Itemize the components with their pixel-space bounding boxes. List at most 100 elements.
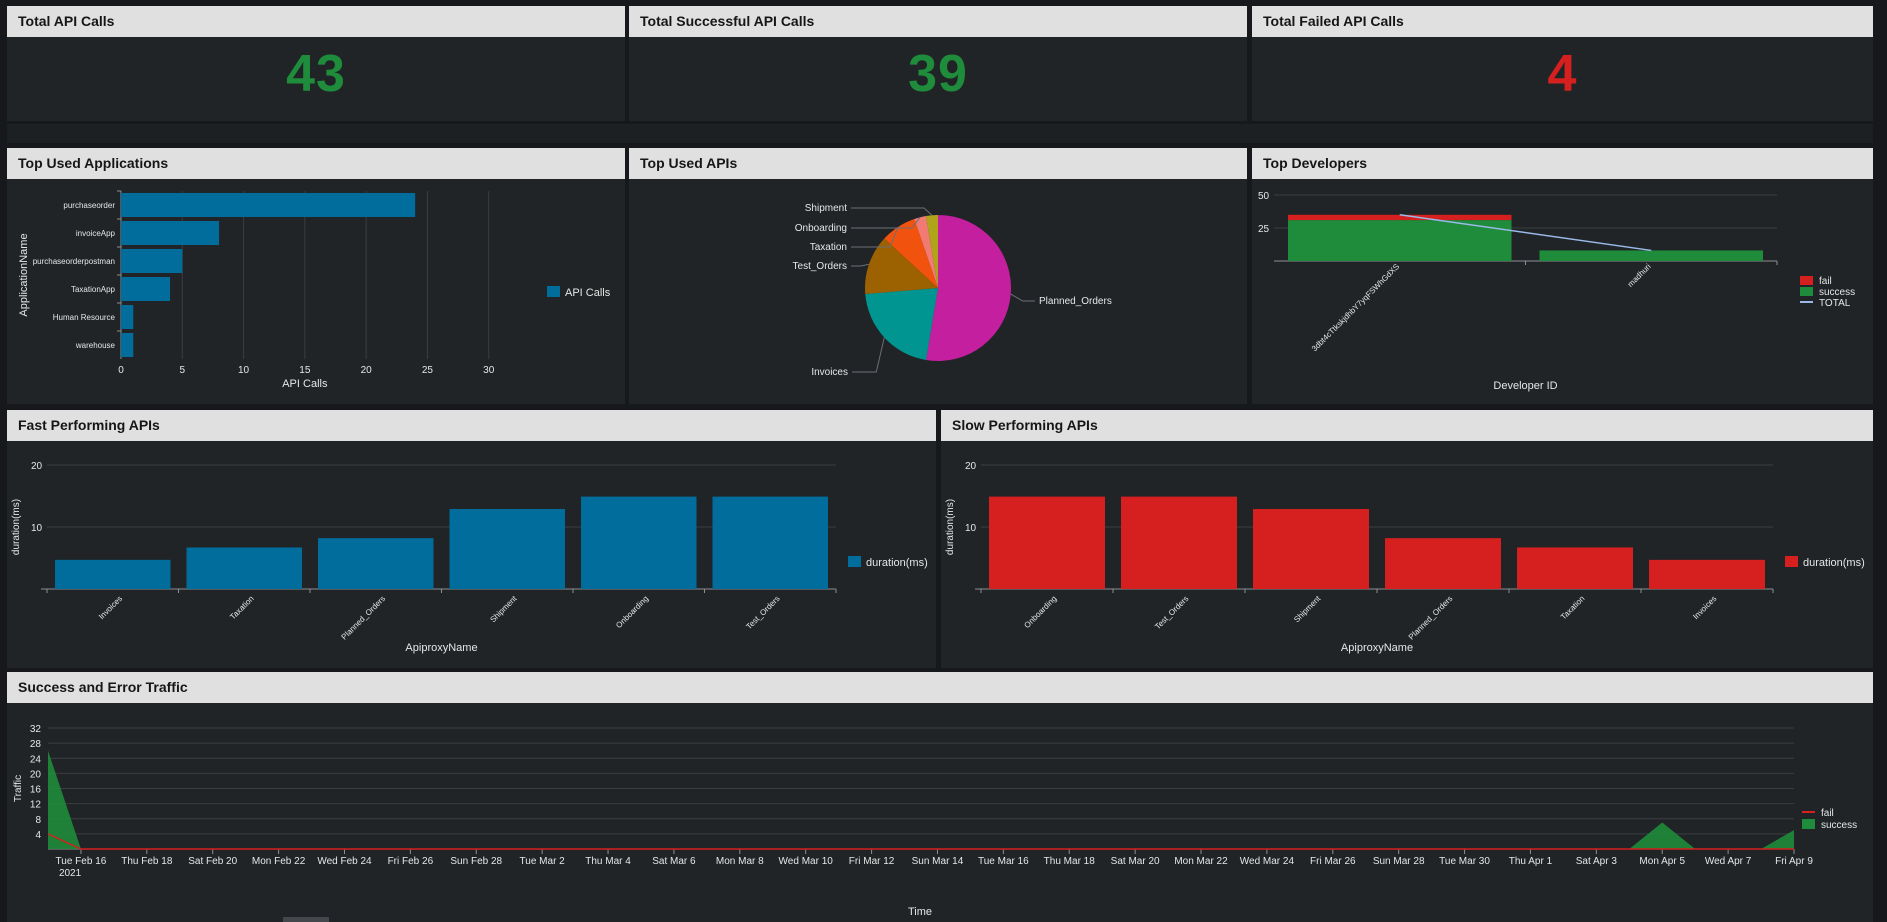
bar-success bbox=[1539, 250, 1763, 261]
scroll-handle[interactable] bbox=[283, 917, 329, 922]
x-tick-label: Invoices bbox=[97, 594, 124, 621]
bar bbox=[1517, 547, 1633, 589]
x-tick-label: Test_Orders bbox=[744, 594, 781, 631]
x-tick-label: Taxation bbox=[228, 594, 255, 621]
x-tick-label: Sun Feb 28 bbox=[450, 856, 502, 867]
y-tick-label: purchaseorder bbox=[63, 201, 115, 210]
x-tick-label: Sat Mar 6 bbox=[652, 856, 696, 867]
panel-title: Total Successful API Calls bbox=[629, 6, 1247, 37]
x-tick-label: Fri Feb 26 bbox=[388, 856, 434, 867]
x-tick-label: Tue Mar 16 bbox=[978, 856, 1029, 867]
leader-line bbox=[851, 226, 899, 248]
y-tick-label: 50 bbox=[1258, 191, 1270, 202]
legend-swatch bbox=[547, 286, 560, 297]
legend-label: TOTAL bbox=[1819, 298, 1851, 309]
panel-total-api-calls: Total API Calls 43 bbox=[7, 6, 625, 121]
y-tick-label: 12 bbox=[30, 800, 42, 811]
bar bbox=[121, 277, 171, 301]
bar bbox=[121, 193, 416, 217]
pie-slice bbox=[884, 218, 938, 288]
panel-title: Total Failed API Calls bbox=[1252, 6, 1873, 37]
legend-swatch-success bbox=[1802, 819, 1815, 829]
leader-line bbox=[851, 263, 870, 267]
slice-label: Onboarding bbox=[795, 223, 847, 234]
legend-label: fail bbox=[1819, 276, 1832, 287]
panel-success-and-error-traffic: Success and Error Traffic 4 8 12 16 20 24 28 32… bbox=[7, 672, 1873, 922]
panel-fast-performing-apis: Fast Performing APIs 10 20 Invoices Taxatio… bbox=[7, 410, 936, 668]
slice-label: Invoices bbox=[811, 367, 848, 378]
slice-label: Shipment bbox=[805, 203, 847, 214]
x-tick-label: 0 bbox=[118, 365, 124, 376]
top-apis-pie-chart[interactable]: Planned_Orders Invoices Test_Orders Taxatio… bbox=[629, 179, 1247, 404]
top-developers-chart[interactable]: 25 50 3dbt4cTtkskjdhbY7yqFSWhGdXS madhuri De… bbox=[1252, 179, 1873, 404]
y-axis-label: ApplicationName bbox=[18, 233, 30, 316]
x-tick-label: Tue Mar 30 bbox=[1439, 856, 1490, 867]
bar bbox=[186, 547, 302, 589]
bar bbox=[121, 305, 134, 329]
bar bbox=[1385, 538, 1501, 589]
x-tick-label: Thu Apr 1 bbox=[1509, 856, 1553, 867]
bar bbox=[121, 221, 220, 245]
total-failed-value[interactable]: 4 bbox=[1547, 45, 1578, 103]
y-tick-label: purchaseorderpostman bbox=[33, 257, 115, 266]
y-axis-label: duration(ms) bbox=[11, 499, 22, 555]
legend-swatch-fail bbox=[1800, 276, 1813, 285]
y-tick-label: 16 bbox=[30, 785, 42, 796]
panel-title: Top Used APIs bbox=[629, 148, 1247, 179]
bar-success bbox=[1288, 220, 1512, 261]
panel-title: Top Developers bbox=[1252, 148, 1873, 179]
slow-apis-chart[interactable]: 10 20 Onboarding Test_Orders Shipment Planned… bbox=[941, 441, 1873, 668]
panel-top-used-apis: Top Used APIs Planned_Orders Invoices Test… bbox=[629, 148, 1247, 404]
x-tick-label: Shipment bbox=[488, 594, 519, 625]
x-tick-label: 25 bbox=[422, 365, 434, 376]
y-tick-label: invoiceApp bbox=[76, 229, 116, 238]
x-axis-label: ApiproxyName bbox=[405, 642, 477, 654]
slice-label: Planned_Orders bbox=[1039, 296, 1112, 307]
x-tick-label: Thu Feb 18 bbox=[121, 856, 173, 867]
x-tick-label: 30 bbox=[483, 365, 495, 376]
fail-line bbox=[47, 833, 1794, 850]
x-tick-label: Invoices bbox=[1691, 594, 1718, 621]
x-tick-label: Mon Mar 22 bbox=[1174, 856, 1228, 867]
panel-title: Slow Performing APIs bbox=[941, 410, 1873, 441]
x-tick-label: Mon Feb 22 bbox=[252, 856, 306, 867]
panel-title: Total API Calls bbox=[7, 6, 625, 37]
y-tick-label: 8 bbox=[35, 815, 41, 826]
bar bbox=[1121, 496, 1237, 589]
x-tick-label: Test_Orders bbox=[1153, 594, 1190, 631]
top-applications-chart[interactable]: 0 5 10 15 20 25 30 purchaseorder invoiceApp purch… bbox=[7, 179, 625, 404]
x-tick-label: Taxation bbox=[1559, 594, 1586, 621]
x-tick-label: Sat Mar 20 bbox=[1111, 856, 1160, 867]
x-axis-label: API Calls bbox=[282, 378, 328, 390]
bar-fail bbox=[1288, 214, 1512, 221]
y-tick-label: 10 bbox=[31, 523, 43, 534]
x-tick-label: Onboarding bbox=[614, 594, 650, 630]
panel-total-failed-api-calls: Total Failed API Calls 4 bbox=[1252, 6, 1873, 121]
y-tick-label: 24 bbox=[30, 754, 42, 765]
y-tick-label: 32 bbox=[30, 724, 42, 735]
legend-swatch-success bbox=[1800, 287, 1813, 296]
x-tick-label: Wed Apr 7 bbox=[1705, 856, 1752, 867]
y-tick-label: 4 bbox=[35, 830, 41, 841]
leader-line bbox=[852, 337, 885, 373]
pie-slice bbox=[865, 238, 938, 295]
total-successful-value[interactable]: 39 bbox=[908, 45, 968, 103]
legend-label: API Calls bbox=[565, 287, 611, 299]
leader-line bbox=[851, 207, 933, 216]
x-tick-label: Wed Mar 24 bbox=[1240, 856, 1295, 867]
x-tick-label: 15 bbox=[299, 365, 311, 376]
legend-swatch bbox=[848, 556, 861, 567]
panel-title: Fast Performing APIs bbox=[7, 410, 936, 441]
x-tick-label: Onboarding bbox=[1022, 594, 1058, 630]
x-tick-label: Fri Mar 12 bbox=[849, 856, 895, 867]
y-tick-label: 20 bbox=[965, 461, 977, 472]
row-divider bbox=[7, 124, 1873, 143]
x-tick-label: 5 bbox=[180, 365, 186, 376]
x-tick-label: Wed Mar 10 bbox=[779, 856, 834, 867]
fast-apis-chart[interactable]: 10 20 Invoices Taxation Planned_Orders Shipme… bbox=[7, 441, 936, 668]
total-api-calls-value[interactable]: 43 bbox=[286, 45, 346, 103]
legend-label: fail bbox=[1821, 808, 1834, 819]
x-tick-label: Fri Mar 26 bbox=[1310, 856, 1356, 867]
y-tick-label: Human Resource bbox=[53, 313, 116, 322]
